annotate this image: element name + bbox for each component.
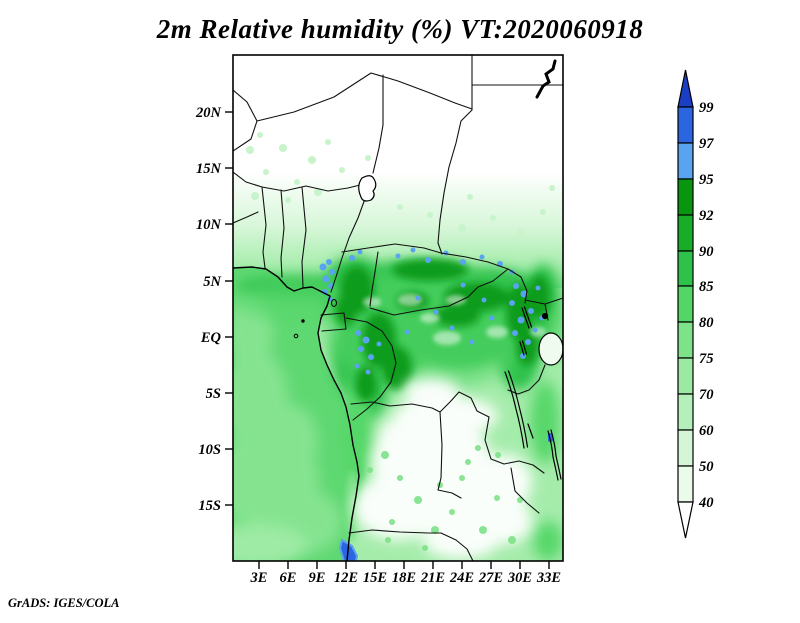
- lake-tanganyika: [504, 370, 529, 449]
- lat-tick-label: 10N: [196, 217, 222, 233]
- lon-tick-label: 3E: [250, 570, 268, 586]
- lat-tick-label: 15N: [196, 161, 222, 177]
- colorbar-segment: [677, 214, 694, 252]
- lat-tick-label: 10S: [198, 442, 221, 458]
- colorbar-tick-label: 92: [699, 208, 714, 224]
- colorbar-tick-label: 40: [698, 495, 714, 511]
- humidity-field: [233, 55, 563, 561]
- lat-tick-label: 5S: [206, 386, 221, 402]
- lon-ticks: [258, 561, 550, 569]
- colorbar-segment: [677, 142, 694, 180]
- colorbar-tick-label: 85: [699, 279, 714, 295]
- colorbar-under-arrow: [677, 501, 694, 539]
- lake-malawi: [547, 429, 562, 481]
- lakes: [358, 59, 563, 481]
- colorbar-segment: [677, 178, 694, 216]
- lake-victoria: [538, 332, 563, 366]
- lon-tick-label: 9E: [309, 570, 326, 586]
- lake-albert: [521, 306, 533, 329]
- colorbar-segment: [677, 393, 694, 431]
- colorbar-tick-label: 75: [699, 351, 714, 367]
- colorbar-tick-label: 60: [699, 423, 714, 439]
- lon-tick-label: 33E: [536, 570, 562, 586]
- colorbar-tick-label: 97: [699, 136, 714, 152]
- lake-edward: [519, 340, 528, 356]
- lon-axis: 3E 6E 9E 12E 15E 18E 21E 24E 27E 30E 33E: [250, 561, 562, 586]
- lat-axis: 20N 15N 10N 5N EQ 5S 10S 15S: [195, 105, 233, 514]
- lon-tick-label: 27E: [478, 570, 504, 586]
- colorbar-segment: [677, 106, 694, 144]
- grads-attribution: GrADS: IGES/COLA: [8, 596, 120, 610]
- coastal-strips: [346, 403, 364, 543]
- lake-chad: [358, 175, 377, 202]
- lat-tick-label: 20N: [195, 105, 222, 121]
- colorbar-segment: [677, 429, 694, 467]
- colorbar-segment: [677, 250, 694, 287]
- lat-tick-label: 15S: [198, 498, 221, 514]
- colorbar-segment: [677, 285, 694, 323]
- coastline: [233, 266, 360, 561]
- colorbar-tick-label: 90: [699, 244, 714, 260]
- southern-dry-area: [354, 378, 532, 559]
- colorbar: 99 97 95 92 90 85 80 75 70 60 50 40: [677, 69, 714, 539]
- lon-tick-label: 21E: [420, 570, 446, 586]
- lat-tick-label: EQ: [200, 330, 222, 346]
- map-frame: [232, 54, 564, 562]
- lon-tick-label: 18E: [392, 570, 417, 586]
- lat-tick-label: 5N: [203, 274, 221, 290]
- ocean-shading: [233, 267, 359, 561]
- colorbar-over-arrow: [677, 69, 694, 108]
- islands: [293, 299, 337, 339]
- lon-tick-label: 15E: [363, 570, 388, 586]
- colorbar-tick-label: 99: [699, 100, 714, 116]
- lake-kyoga: [541, 312, 549, 320]
- colorbar-tick-label: 70: [699, 387, 714, 403]
- lon-tick-label: 30E: [507, 570, 533, 586]
- colorbar-tick-label: 80: [699, 315, 714, 331]
- colorbar-segment: [677, 321, 694, 359]
- chart-title: 2m Relative humidity (%) VT:2020060918: [156, 14, 644, 44]
- colorbar-tick-label: 95: [699, 172, 714, 188]
- texture-flecks: [246, 132, 555, 551]
- colorbar-tick-label: 50: [699, 459, 714, 475]
- country-borders: [233, 55, 563, 561]
- colorbar-segment: [677, 465, 694, 503]
- lake-nasser: [535, 59, 557, 99]
- lon-tick-label: 6E: [280, 570, 297, 586]
- colorbar-segment: [677, 357, 694, 395]
- lon-tick-label: 24E: [449, 570, 475, 586]
- lon-tick-label: 12E: [334, 570, 359, 586]
- lat-ticks: [225, 111, 233, 506]
